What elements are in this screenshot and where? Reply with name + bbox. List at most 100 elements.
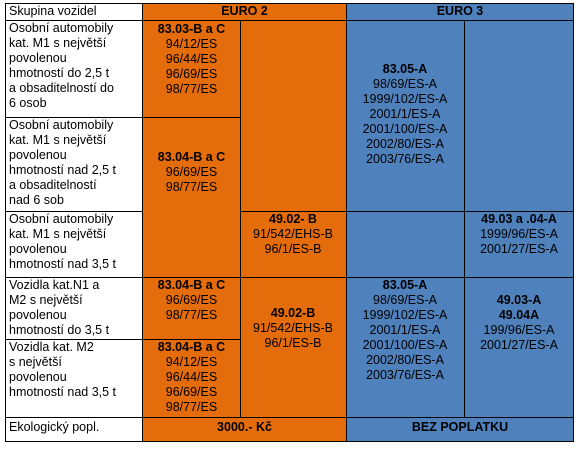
header-euro3: EURO 3 — [346, 3, 574, 20]
grid-line — [142, 3, 143, 442]
grid-line — [5, 441, 574, 442]
directive: 2001/1/ES-A — [369, 107, 441, 121]
directive: 98/77/ES — [165, 400, 218, 414]
grid-line — [5, 339, 240, 340]
row-label-line: a obsaditelností — [9, 178, 97, 192]
directive: 98/77/ES — [165, 179, 218, 194]
row-label-n1-m2-upto-3-5t: Vozidla kat.N1 a M2 s největší povolenou… — [5, 277, 143, 339]
directive: 94/12/ES — [165, 37, 218, 51]
grid-line — [5, 20, 574, 21]
row-label-m1-over-3-5t: Osobní automobily kat. M1 s největší pov… — [5, 211, 143, 277]
row-label-line: M2 s největší — [9, 293, 83, 307]
directive: 96/69/ES — [165, 67, 218, 81]
row-label-line: Vozidla kat. M2 — [9, 340, 94, 354]
regulation-code: 49.04A — [498, 308, 540, 322]
grid-line — [5, 3, 6, 442]
regulation-code: 49.02-B — [270, 305, 316, 320]
row-label-line: Osobní automobily — [9, 21, 114, 35]
row-label-line: povolenou — [9, 370, 67, 384]
row-label-line: a obsaditelností do — [9, 81, 114, 95]
directive: 2001/1/ES-A — [369, 323, 441, 337]
directive: 98/69/ES-A — [373, 77, 437, 91]
row-label-line: Osobní automobily — [9, 118, 114, 132]
directive: 1999/102/ES-A — [362, 308, 448, 322]
euro2-r4-regulations: 83.04-B a C 96/69/ES 98/77/ES — [143, 277, 240, 339]
directive: 98/69/ES-A — [373, 293, 437, 307]
header-euro2: EURO 2 — [143, 3, 346, 20]
row-label-m1-over-2-5t: Osobní automobily kat. M1 s největší pov… — [5, 117, 143, 211]
row-label-line: kat. M1 s největší — [9, 36, 107, 50]
grid-line — [346, 3, 347, 442]
directive: 1999/96/ES-A — [480, 227, 558, 241]
directive: 96/44/ES — [165, 370, 218, 384]
row-label-line: hmotností do 2,5 t — [9, 66, 110, 80]
grid-line — [573, 3, 574, 442]
header-vehicle-group: Skupina vozidel — [5, 3, 143, 20]
regulation-code: 83.05-A — [382, 278, 428, 292]
row-label-line: povolenou — [9, 148, 67, 162]
grid-line — [5, 3, 574, 4]
regulation-code: 83.04-B a C — [157, 149, 226, 164]
regulation-code: 83.03-B a C — [157, 22, 226, 36]
regulation-code: 49.03-A — [496, 293, 542, 307]
euro2-r45-regulations: 49.02-B 91/542/EHS-B 96/1/ES-B — [240, 277, 346, 417]
directive: 2003/76/ES-A — [366, 152, 444, 166]
row-label-line: povolenou — [9, 51, 67, 65]
euro3-r45-regulations: 83.05-A 98/69/ES-A 1999/102/ES-A 2001/1/… — [346, 277, 464, 417]
directive: 96/69/ES — [165, 293, 218, 307]
directive: 91/542/EHS-B — [253, 320, 333, 335]
directive: 96/69/ES — [165, 385, 218, 399]
grid-line — [240, 20, 241, 417]
grid-line — [464, 211, 574, 212]
row-label-line: kat. M1 s největší — [9, 133, 107, 147]
directive: 96/69/ES — [165, 164, 218, 179]
row-label-line: kat. M1 s největší — [9, 227, 107, 241]
directive: 2002/80/ES-A — [366, 353, 444, 367]
regulation-code: 83.04-B a C — [157, 340, 226, 354]
footer-label: Ekologický popl. — [5, 417, 143, 441]
directive: 91/542/EHS-B — [253, 227, 333, 241]
row-label-line: hmotností nad 3,5 t — [9, 385, 117, 399]
euro3-r45-sub-regulations: 49.03-A 49.04A 199/96/ES-A 2001/27/ES-A — [464, 277, 574, 417]
row-label-line: povolenou — [9, 308, 67, 322]
row-label-m1-upto-2-5t: Osobní automobily kat. M1 s největší pov… — [5, 20, 143, 117]
grid-line — [5, 211, 143, 212]
row-label-m2-over-3-5t: Vozidla kat. M2 s největší povolenou hmo… — [5, 339, 143, 417]
row-label-line: nad 6 sob — [9, 193, 64, 207]
euro2-background — [143, 20, 346, 417]
euro3-background — [346, 20, 574, 417]
directive: 1999/102/ES-A — [362, 92, 448, 106]
directive: 94/12/ES — [165, 355, 218, 369]
grid-line — [5, 417, 574, 418]
euro2-r5-regulations: 83.04-B a C 94/12/ES 96/44/ES 96/69/ES 9… — [143, 339, 240, 417]
euro3-r3-regulations: 49.03 a .04-A 1999/96/ES-A 2001/27/ES-A — [464, 211, 574, 277]
grid-line — [240, 211, 346, 212]
directive: 96/1/ES-B — [264, 242, 322, 256]
footer-euro3-fee: BEZ POPLATKU — [346, 417, 574, 441]
euro3-r12-regulations: 83.05-A 98/69/ES-A 1999/102/ES-A 2001/1/… — [346, 20, 464, 211]
directive: 2001/27/ES-A — [480, 242, 558, 256]
row-label-line: 6 osob — [9, 96, 47, 110]
row-label-line: hmotností nad 3,5 t — [9, 257, 117, 271]
regulation-code: 83.05-A — [382, 62, 428, 76]
directive: 2001/27/ES-A — [480, 338, 558, 352]
regulation-code: 49.03 a .04-A — [481, 212, 557, 226]
directive: 98/77/ES — [165, 308, 218, 322]
footer-euro2-fee: 3000.- Kč — [143, 417, 346, 441]
row-label-line: povolenou — [9, 242, 67, 256]
regulation-code: 83.04-B a C — [157, 278, 226, 292]
grid-line — [346, 211, 464, 212]
euro2-r3-regulations: 49.02- B 91/542/EHS-B 96/1/ES-B — [240, 211, 346, 277]
grid-line — [464, 20, 465, 417]
row-label-line: hmotností nad 2,5 t — [9, 163, 117, 177]
directive: 199/96/ES-A — [483, 323, 555, 337]
directive: 2002/80/ES-A — [366, 137, 444, 151]
euro2-r1-regulations: 83.03-B a C 94/12/ES 96/44/ES 96/69/ES 9… — [143, 20, 240, 117]
row-label-line: Vozidla kat.N1 a — [9, 278, 100, 292]
row-label-line: Osobní automobily — [9, 212, 114, 226]
regulation-code: 49.02- B — [269, 212, 317, 226]
directive: 96/44/ES — [165, 52, 218, 66]
euro2-r2-regulations: 83.04-B a C 96/69/ES 98/77/ES — [143, 117, 240, 277]
directive: 2001/100/ES-A — [362, 338, 448, 352]
row-label-line: hmotností do 3,5 t — [9, 323, 110, 337]
